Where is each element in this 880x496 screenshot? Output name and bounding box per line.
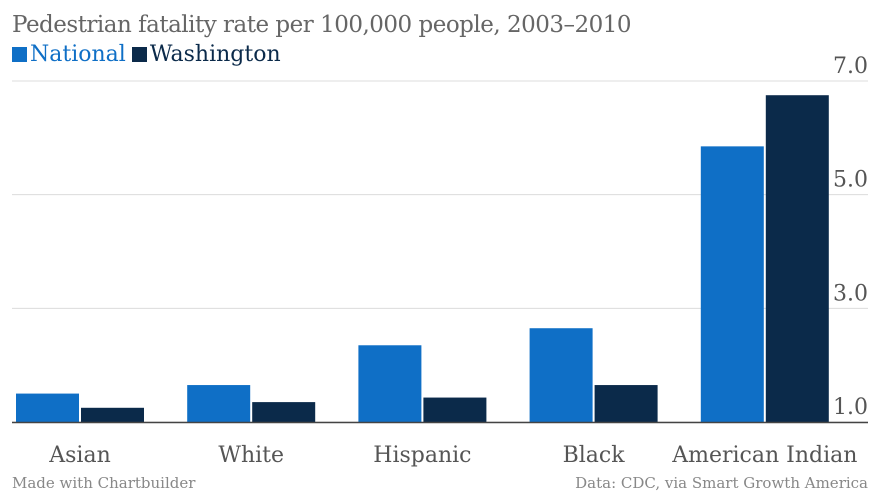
legend-label-washington: Washington <box>149 42 281 67</box>
legend-label-national: National <box>30 42 126 67</box>
footer-credit: Made with Chartbuilder <box>12 474 196 492</box>
x-tick-label: White <box>218 443 284 468</box>
bar-national <box>187 385 251 422</box>
legend: National Washington <box>12 42 287 67</box>
bar-national <box>358 345 422 422</box>
y-tick-label: 3.0 <box>833 281 868 306</box>
x-tick-label: Hispanic <box>373 443 471 468</box>
bar-national <box>16 393 79 422</box>
legend-item-washington: Washington <box>131 42 281 67</box>
y-tick-label: 5.0 <box>833 168 868 193</box>
x-tick-label: Black <box>563 443 626 468</box>
x-tick-label: American Indian <box>671 443 857 468</box>
legend-swatch-washington <box>131 47 147 62</box>
bar-national <box>700 146 764 422</box>
legend-item-national: National <box>12 42 126 67</box>
footer-source: Data: CDC, via Smart Growth America <box>575 474 868 492</box>
legend-swatch-national <box>12 47 27 62</box>
bar-washington <box>81 407 144 422</box>
x-tick-label: Asian <box>48 443 111 468</box>
bar-washington <box>423 397 487 422</box>
bar-washington <box>594 385 658 422</box>
y-tick-label: 7.0 <box>833 54 868 79</box>
bar-washington <box>765 95 829 422</box>
chart-title: Pedestrian fatality rate per 100,000 peo… <box>12 12 632 38</box>
y-tick-label: 1.0 <box>833 395 868 420</box>
bar-washington <box>252 402 316 422</box>
bar-national <box>529 328 593 422</box>
